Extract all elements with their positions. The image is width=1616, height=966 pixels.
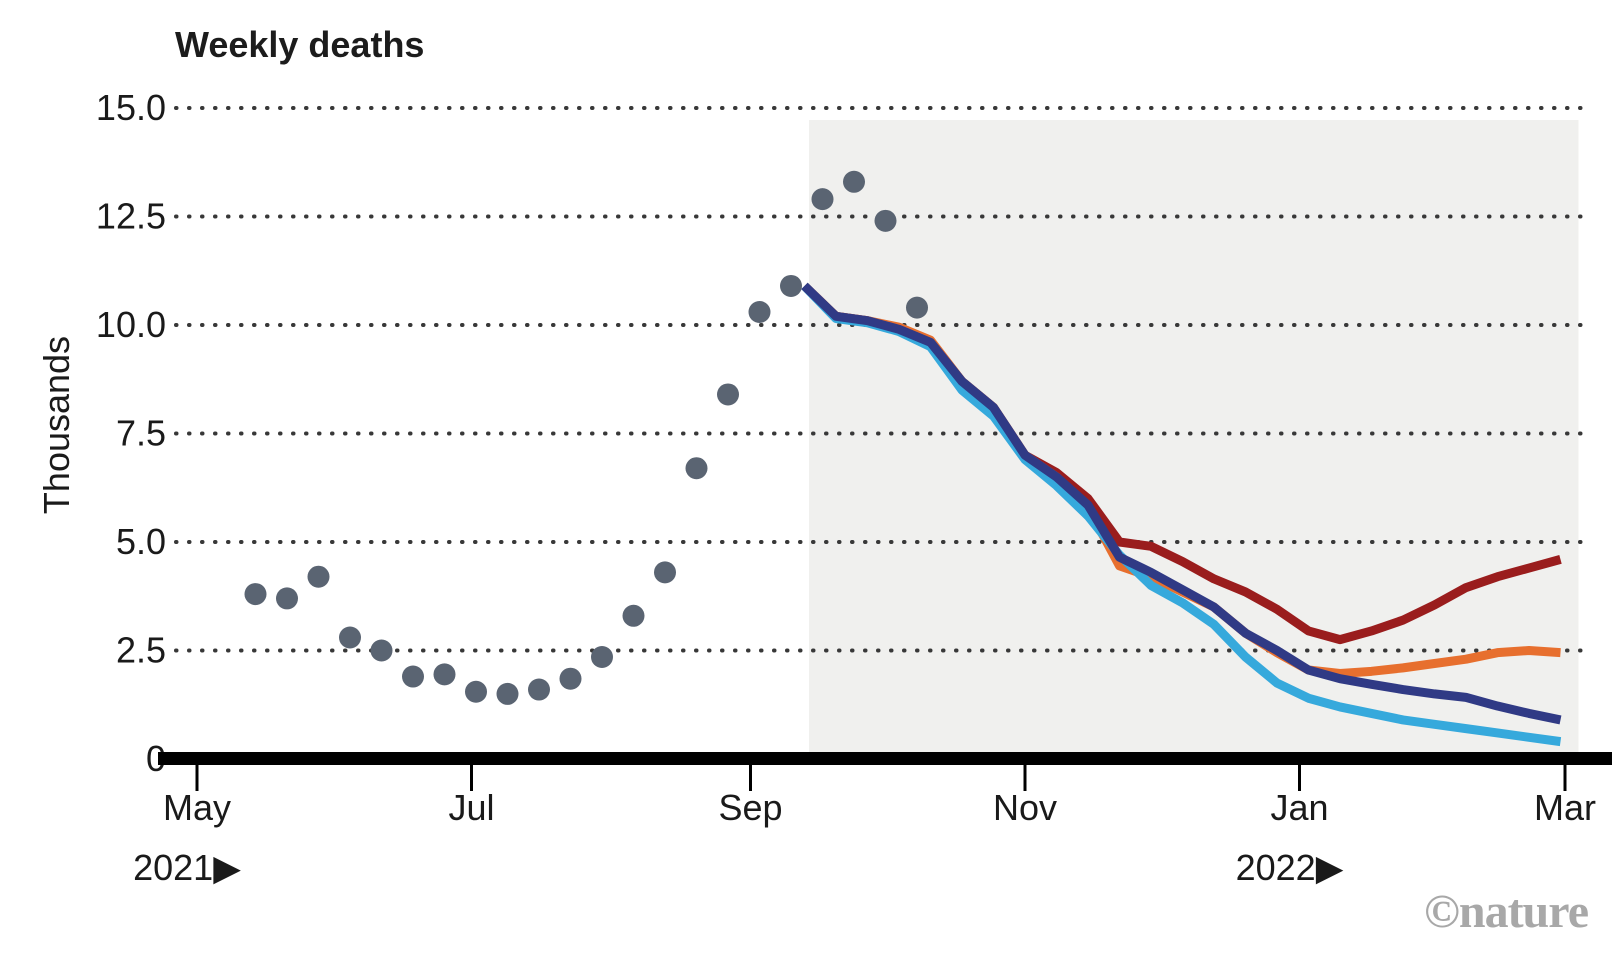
observed-dot [780,274,802,297]
x-tick-label: Jul [448,787,494,828]
observed-dot [528,678,550,701]
y-tick-label: 10.0 [96,304,166,345]
observed-dot [433,663,456,686]
observed-dot [496,682,519,705]
observed-dot [906,296,928,319]
observed-dot [402,665,424,688]
y-axis-title: Thousands [36,335,77,515]
observed-dot [685,457,708,480]
nature-watermark: ©nature [1424,885,1589,938]
observed-dot [591,646,613,669]
forecast-region-band [809,120,1579,752]
year-marker: 2021▶ [133,847,241,888]
observed-dot [244,583,267,606]
x-tick-label: Mar [1534,787,1596,828]
observed-dot [843,170,865,193]
chart-title: Weekly deaths [175,24,425,65]
y-tick-label: 12.5 [96,196,166,237]
observed-dot [748,300,771,323]
observed-dot [559,667,582,690]
observed-dot [811,188,834,211]
observed-dot [874,209,897,232]
x-tick-label: Sep [718,787,782,828]
observed-dot [717,383,739,406]
x-tick-label: Nov [993,787,1057,828]
x-tick-label: May [163,787,231,828]
observed-dot [307,565,330,588]
observed-dot [465,680,487,703]
y-tick-label: 15.0 [96,87,166,128]
observed-dot [276,587,298,610]
y-tick-label: 7.5 [116,413,166,454]
year-marker: 2022▶ [1236,847,1344,888]
y-tick-label: 2.5 [116,630,166,671]
observed-dot [622,604,645,627]
projection-navy-line [801,282,1562,725]
observed-dot [654,561,676,584]
observed-dot [339,626,361,649]
y-tick-label: 0 [146,738,166,779]
y-tick-label: 5.0 [116,521,166,562]
observed-dot [370,639,393,662]
x-axis-line [158,752,1612,765]
x-tick-label: Jan [1270,787,1328,828]
